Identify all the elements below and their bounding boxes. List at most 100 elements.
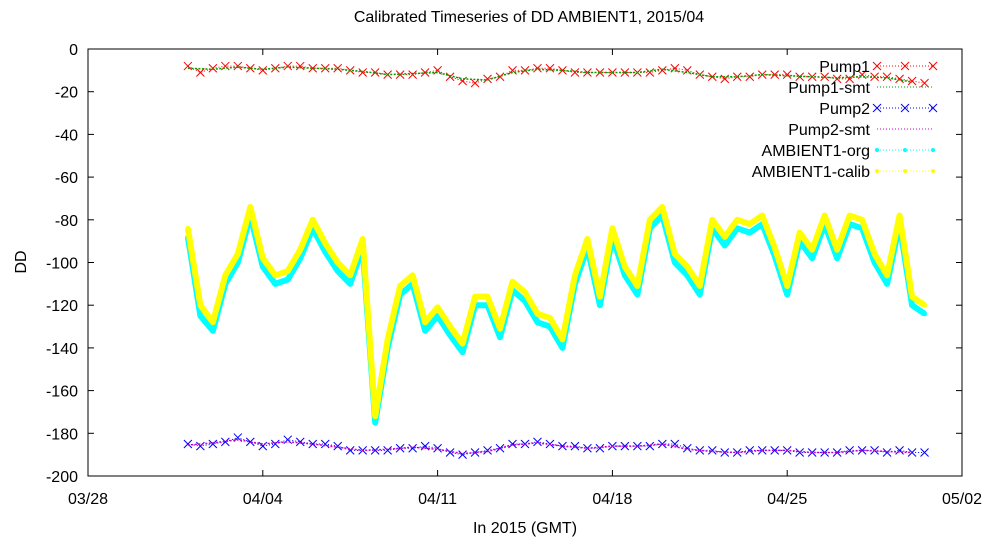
data-point [472, 294, 478, 300]
data-point [370, 446, 380, 455]
y-axis-label: DD [13, 250, 30, 273]
axis-ticks: 03/28 04/04 04/11 04/18 04/25 05/02 0 -20 -40 -60… [46, 42, 982, 508]
data-point [558, 441, 567, 451]
data-point [595, 443, 605, 453]
data-point [747, 221, 753, 227]
data-point [734, 217, 740, 223]
data-point [647, 217, 653, 223]
data-point [470, 448, 480, 457]
data-point [609, 225, 615, 231]
legend-item-pump1: Pump1 [819, 59, 938, 76]
data-point [809, 247, 815, 253]
legend-label: Pump1 [819, 59, 870, 76]
data-point [310, 217, 316, 223]
data-point [558, 65, 567, 75]
legend-item-pump2: Pump2 [819, 101, 938, 118]
data-point [483, 74, 492, 84]
data-point [620, 441, 630, 451]
data-point [210, 328, 216, 334]
y-tick-label: -120 [46, 298, 78, 315]
data-point [495, 443, 505, 453]
data-point [460, 341, 466, 347]
data-point [422, 328, 428, 334]
data-point [622, 264, 628, 270]
data-point [422, 319, 428, 325]
data-point [909, 294, 915, 300]
data-point [545, 63, 555, 73]
data-point [458, 450, 467, 460]
series-layer [183, 61, 929, 460]
data-point [196, 68, 205, 77]
data-point [208, 63, 218, 73]
data-point [533, 63, 542, 73]
data-point [897, 213, 903, 219]
data-point [197, 302, 203, 308]
data-point [872, 61, 882, 71]
data-point [508, 439, 517, 449]
data-point [245, 63, 255, 73]
data-point [928, 103, 938, 113]
legend-label: Pump1-smt [788, 80, 870, 97]
data-point [882, 448, 892, 457]
data-point [770, 70, 780, 79]
legend-item-pump1-smt: Pump1-smt [788, 80, 933, 97]
data-point [410, 272, 416, 278]
legend-item-ambient1-org: AMBIENT1-org [762, 143, 935, 160]
x-tick-label: 04/25 [767, 491, 807, 508]
data-point [597, 294, 603, 300]
data-point [508, 65, 517, 75]
legend-swatch-point [875, 169, 879, 173]
data-point [220, 437, 230, 447]
data-point [559, 336, 565, 342]
data-point [570, 441, 580, 451]
data-point [770, 446, 780, 455]
series-pump2-smt [187, 438, 913, 455]
data-point [372, 420, 378, 426]
series-ambient1-calib [184, 203, 928, 420]
data-point [497, 334, 503, 340]
data-point [397, 283, 403, 289]
chart-title: Calibrated Timeseries of DD AMBIENT1, 20… [354, 9, 704, 26]
data-point [308, 63, 318, 73]
data-point [707, 72, 717, 82]
data-point [235, 251, 241, 257]
data-point [597, 302, 603, 308]
data-point [185, 225, 191, 231]
data-point [233, 61, 243, 71]
data-point [845, 74, 854, 84]
legend-swatch-point [903, 148, 907, 152]
data-point [497, 326, 503, 332]
data-point [260, 264, 266, 270]
data-point [533, 437, 542, 447]
data-point [907, 76, 917, 86]
data-point [183, 439, 193, 449]
data-point [495, 72, 505, 82]
data-point [272, 281, 278, 287]
data-point [928, 61, 938, 71]
data-point [697, 292, 703, 298]
data-point [283, 61, 293, 71]
legend-label: AMBIENT1-org [762, 143, 870, 160]
data-point [572, 272, 578, 278]
data-point [308, 439, 318, 449]
legend-label: Pump2 [819, 101, 870, 118]
data-point [510, 279, 516, 285]
data-point [734, 225, 740, 231]
data-point [534, 311, 540, 317]
data-point [795, 72, 805, 82]
data-point [408, 70, 417, 79]
data-point [782, 70, 792, 79]
data-point [697, 283, 703, 289]
data-point [208, 439, 218, 449]
data-point [322, 240, 328, 246]
series-line [184, 203, 927, 420]
data-point [684, 264, 690, 270]
data-point [784, 292, 790, 298]
data-point [922, 302, 928, 308]
y-tick-label: -160 [46, 384, 78, 401]
x-tick-label: 04/11 [418, 491, 457, 508]
data-point [220, 61, 230, 71]
data-point [295, 61, 305, 71]
data-point [445, 448, 455, 457]
data-point [395, 70, 405, 79]
